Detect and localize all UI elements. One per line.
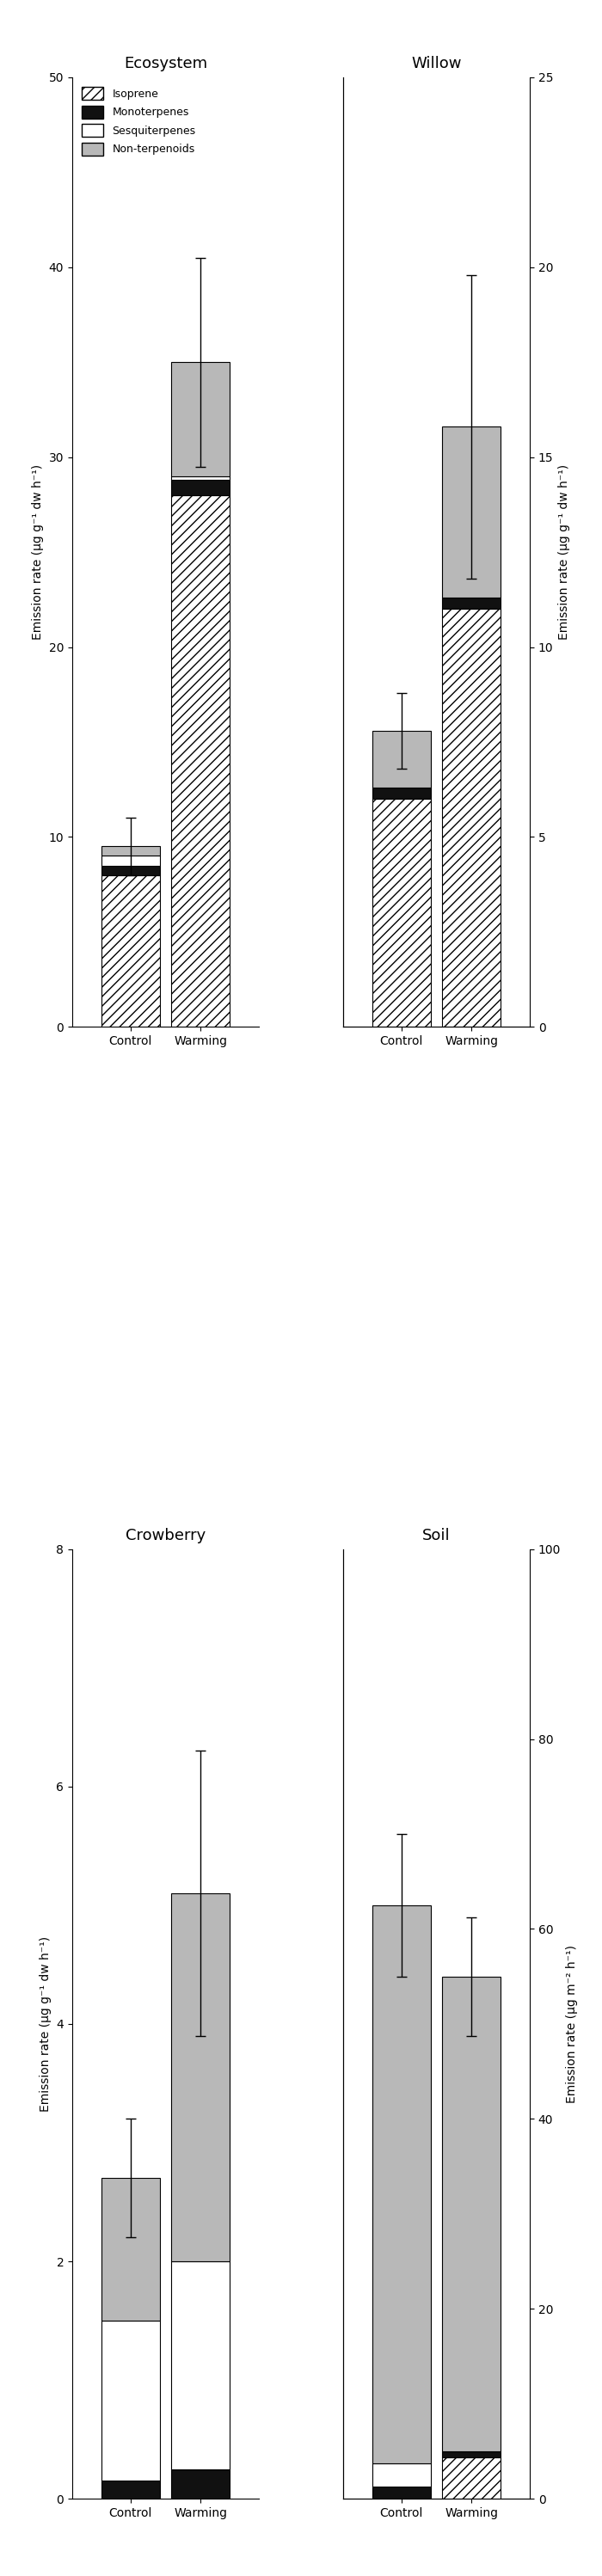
Bar	[101, 2179, 160, 2321]
Bar	[101, 2481, 160, 2499]
Bar	[101, 876, 160, 1028]
Bar	[372, 799, 430, 1028]
Bar	[442, 598, 501, 608]
Y-axis label: Emission rate (μg m⁻² h⁻¹): Emission rate (μg m⁻² h⁻¹)	[566, 1945, 578, 2102]
Bar	[372, 2486, 430, 2499]
Y-axis label: Emission rate (μg g⁻¹ dw h⁻¹): Emission rate (μg g⁻¹ dw h⁻¹)	[32, 464, 44, 639]
Bar	[172, 363, 230, 477]
Bar	[442, 2452, 501, 2458]
Y-axis label: Emission rate (μg g⁻¹ dw h⁻¹): Emission rate (μg g⁻¹ dw h⁻¹)	[39, 1937, 51, 2112]
Bar	[101, 2321, 160, 2481]
Title: Crowberry: Crowberry	[125, 1528, 206, 1543]
Bar	[442, 428, 501, 598]
Bar	[442, 1976, 501, 2452]
Title: Willow: Willow	[411, 57, 462, 72]
Bar	[172, 479, 230, 495]
Bar	[101, 855, 160, 866]
Bar	[442, 2458, 501, 2499]
Bar	[172, 2468, 230, 2499]
Bar	[172, 2262, 230, 2468]
Y-axis label: Emission rate (μg g⁻¹ dw h⁻¹): Emission rate (μg g⁻¹ dw h⁻¹)	[558, 464, 570, 639]
Bar	[372, 788, 430, 799]
Bar	[172, 1893, 230, 2262]
Title: Soil: Soil	[423, 1528, 450, 1543]
Legend: Isoprene, Monoterpenes, Sesquiterpenes, Non-terpenoids: Isoprene, Monoterpenes, Sesquiterpenes, …	[78, 82, 200, 160]
Bar	[172, 477, 230, 479]
Bar	[172, 495, 230, 1028]
Title: Ecosystem: Ecosystem	[124, 57, 207, 72]
Bar	[372, 1906, 430, 2463]
Bar	[442, 608, 501, 1028]
Bar	[101, 866, 160, 876]
Bar	[372, 2463, 430, 2486]
Bar	[101, 848, 160, 855]
Bar	[372, 732, 430, 788]
